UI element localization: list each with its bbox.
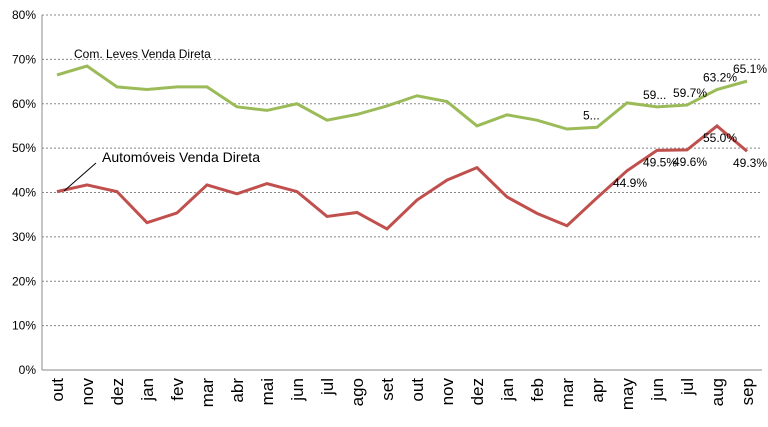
x-tick-label: jun xyxy=(648,378,667,402)
x-tick-label: apr xyxy=(588,378,607,403)
series-line xyxy=(56,123,748,231)
y-tick-label: 40% xyxy=(12,186,36,200)
x-tick-label: nov xyxy=(438,378,457,406)
y-tick-label: 60% xyxy=(12,97,36,111)
value-label: 59.7% xyxy=(673,86,707,100)
x-tick-label: sep xyxy=(738,378,757,405)
value-label: 59... xyxy=(643,88,666,102)
series-label: Com. Leves Venda Direta xyxy=(74,47,211,61)
x-tick-label: ago xyxy=(348,378,367,406)
x-tick-label: mai xyxy=(258,378,277,405)
x-tick-label: dez xyxy=(468,378,487,405)
x-tick-label: out xyxy=(408,378,427,402)
x-tick-label: mar xyxy=(558,378,577,408)
y-tick-label: 20% xyxy=(12,274,36,288)
x-tick-label: feb xyxy=(528,378,547,402)
x-tick-label: jun xyxy=(288,378,307,402)
value-label: 63.2% xyxy=(703,71,737,85)
y-tick-label: 0% xyxy=(19,363,37,377)
x-tick-label: may xyxy=(618,378,637,411)
y-tick-label: 30% xyxy=(12,230,36,244)
x-tick-label: jan xyxy=(138,378,157,402)
value-label: 44.9% xyxy=(613,176,647,190)
y-tick-label: 70% xyxy=(12,52,36,66)
value-label: 49.5% xyxy=(643,155,677,169)
leader-line xyxy=(63,162,97,192)
x-tick-label: dez xyxy=(108,378,127,405)
value-label: 49.3% xyxy=(733,156,767,170)
x-tick-label: abr xyxy=(228,378,247,403)
value-label: 65.1% xyxy=(733,62,767,76)
value-label: 55.0% xyxy=(703,131,737,145)
x-tick-label: jul xyxy=(318,378,337,396)
y-tick-label: 80% xyxy=(12,8,36,22)
series-line xyxy=(56,64,748,131)
x-tick-label: aug xyxy=(708,378,727,406)
x-tick-label: out xyxy=(48,378,67,402)
x-tick-label: nov xyxy=(78,378,97,406)
x-tick-label: mar xyxy=(198,378,217,408)
x-tick-label: jan xyxy=(498,378,517,402)
y-tick-label: 10% xyxy=(12,319,36,333)
x-tick-label: set xyxy=(378,378,397,401)
x-tick-label: jul xyxy=(678,378,697,396)
x-tick-label: fev xyxy=(168,378,187,401)
value-label: 5... xyxy=(583,108,600,122)
y-tick-label: 50% xyxy=(12,141,36,155)
value-label: 49.6% xyxy=(673,155,707,169)
series-label: Automóveis Venda Direta xyxy=(102,149,260,165)
